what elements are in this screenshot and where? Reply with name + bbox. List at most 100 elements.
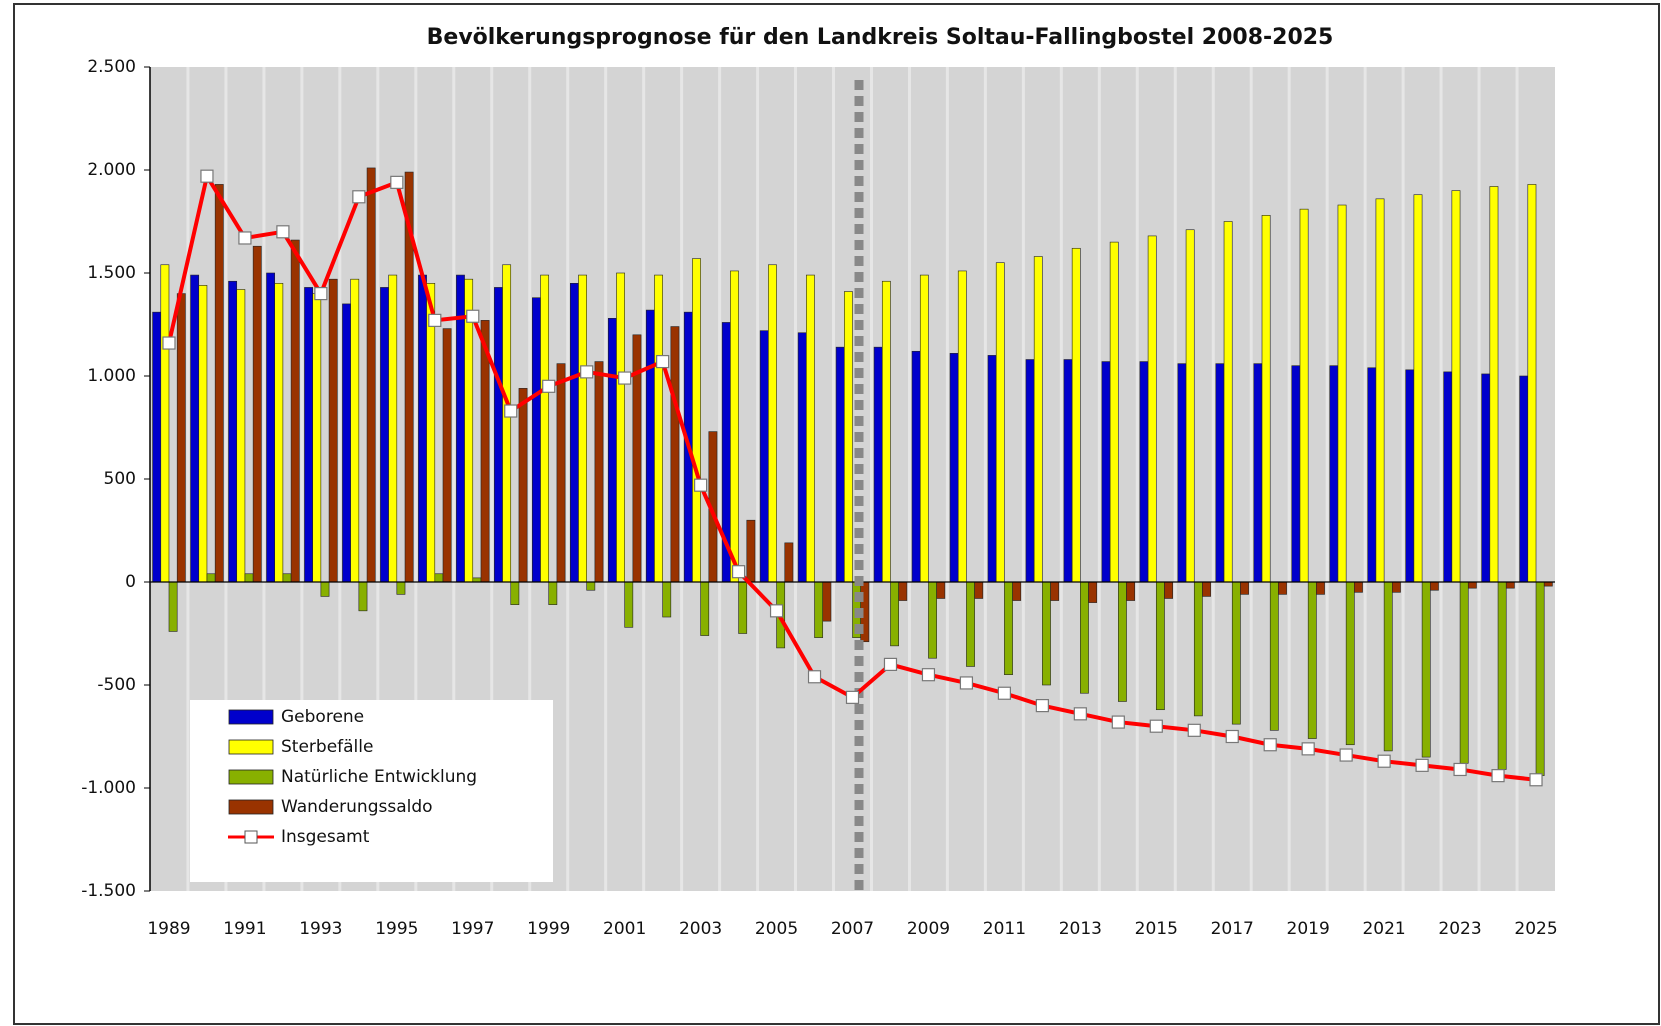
x-tick-label: 2001 [603, 919, 646, 939]
bar [662, 581, 672, 618]
x-tick-label: 2025 [1514, 919, 1557, 939]
bar [1193, 581, 1203, 717]
x-tick-label: 2009 [907, 919, 950, 939]
bar [1291, 365, 1301, 583]
bar [578, 274, 587, 583]
line-marker [921, 668, 936, 682]
bar [502, 264, 512, 583]
bar [1429, 581, 1439, 591]
line-marker [1453, 762, 1467, 777]
bar [1543, 581, 1553, 587]
bar [822, 581, 832, 622]
bar [540, 274, 550, 583]
bar [510, 581, 520, 605]
x-tick-label: 2003 [679, 919, 722, 939]
bar [949, 353, 959, 583]
line-marker [883, 657, 898, 672]
bars [150, 167, 1555, 776]
bar [1253, 363, 1263, 583]
bar [1101, 361, 1111, 583]
chart-title: Bevölkerungsprognose für den Landkreis S… [427, 25, 1334, 50]
bar [1375, 198, 1385, 583]
bar [1392, 581, 1401, 593]
x-tick-label: 1995 [375, 919, 418, 939]
legend-label: Insgesamt [281, 827, 370, 847]
bar [1443, 371, 1453, 583]
y-tick-label: 500 [104, 469, 136, 489]
line-marker [428, 313, 442, 327]
bar [1367, 367, 1377, 583]
line-marker [618, 371, 632, 385]
bar [244, 573, 254, 583]
y-tick-label: 2.000 [87, 160, 136, 180]
bar [784, 542, 794, 583]
bar [252, 245, 262, 583]
x-tick-label: 2015 [1135, 919, 1178, 939]
bar [198, 285, 208, 583]
y-tick-label: 1.500 [87, 263, 136, 283]
bar [1413, 194, 1423, 583]
bar [1299, 208, 1309, 583]
bar [843, 291, 853, 583]
bar [586, 581, 596, 591]
line-marker [162, 336, 176, 350]
legend-label: Sterbefälle [281, 737, 373, 757]
line-marker [352, 190, 366, 204]
bar [987, 355, 997, 583]
bar [1405, 369, 1415, 583]
line-marker [997, 686, 1011, 700]
bar [1139, 361, 1149, 583]
bar [890, 581, 899, 647]
bar [911, 350, 921, 583]
bar [358, 581, 368, 612]
bar [607, 318, 617, 583]
bar [396, 581, 406, 595]
bar [594, 361, 604, 583]
bar [730, 270, 739, 583]
bar [1527, 184, 1537, 583]
bar [1185, 229, 1195, 583]
bar [928, 581, 937, 659]
line-marker [1035, 698, 1049, 713]
bar [380, 287, 389, 583]
bar [236, 289, 246, 583]
line-marker [1377, 754, 1391, 768]
lines [162, 169, 1543, 787]
bar [738, 581, 748, 634]
x-tick-label: 1997 [451, 919, 494, 939]
x-tick-label: 1999 [527, 919, 570, 939]
bar [168, 581, 178, 632]
y-tick-label: -500 [97, 675, 136, 695]
bar [1109, 241, 1119, 583]
bar [670, 326, 680, 583]
bar [1033, 256, 1043, 583]
bar [1337, 204, 1347, 583]
bar [1497, 581, 1507, 770]
line-marker [731, 565, 746, 579]
bar [1316, 581, 1325, 595]
bar [1071, 247, 1081, 583]
bar [1489, 186, 1499, 583]
line-marker [1187, 723, 1201, 737]
bar [342, 303, 351, 583]
legend-label: Natürliche Entwicklung [281, 767, 477, 787]
bar [898, 581, 908, 601]
legend-swatch [228, 709, 274, 725]
bar [1240, 581, 1249, 595]
bar [228, 280, 238, 583]
bar [1345, 581, 1355, 746]
bar [806, 274, 815, 583]
bar [206, 573, 216, 583]
bar [190, 274, 200, 583]
bar [957, 270, 967, 583]
bar [1012, 581, 1022, 601]
bar [974, 581, 984, 599]
bar [304, 287, 313, 583]
x-tick-label: 1991 [223, 919, 266, 939]
bar [692, 258, 701, 583]
line-marker [542, 379, 556, 393]
bar [1080, 581, 1089, 694]
bar [1451, 190, 1461, 583]
bar [418, 274, 427, 583]
bar [1535, 581, 1545, 776]
